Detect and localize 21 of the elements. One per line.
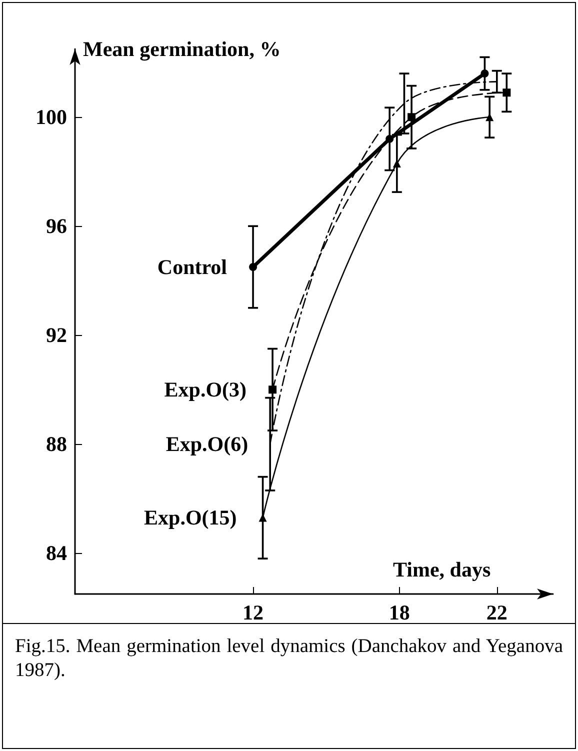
y-tick-label: 88 (46, 432, 67, 456)
series-label: Exp.O(15) (144, 506, 237, 530)
x-tick-label: 22 (486, 600, 508, 624)
point (386, 134, 394, 143)
y-tick-label: 84 (46, 541, 68, 566)
y-tick-label: 92 (46, 323, 67, 348)
x-tick-label: 18 (388, 600, 410, 624)
point (502, 88, 511, 97)
point (408, 113, 416, 122)
y-tick-label: 100 (36, 105, 67, 130)
x-tick-label: 12 (242, 600, 264, 624)
y-tick-label: 96 (46, 214, 67, 238)
series-label: Exp.O(6) (166, 432, 248, 456)
x-axis-title: Time, days (393, 558, 491, 582)
point (480, 70, 489, 78)
point (268, 386, 277, 394)
y-axis-title: Mean germination, % (83, 37, 281, 61)
series-label: Exp.O(3) (164, 378, 247, 402)
caption: Fig.15. Mean germination level dynamics (Danchakov and Yeganova 1987). (15, 635, 563, 683)
point (249, 263, 258, 271)
series-label: Control (157, 255, 228, 279)
